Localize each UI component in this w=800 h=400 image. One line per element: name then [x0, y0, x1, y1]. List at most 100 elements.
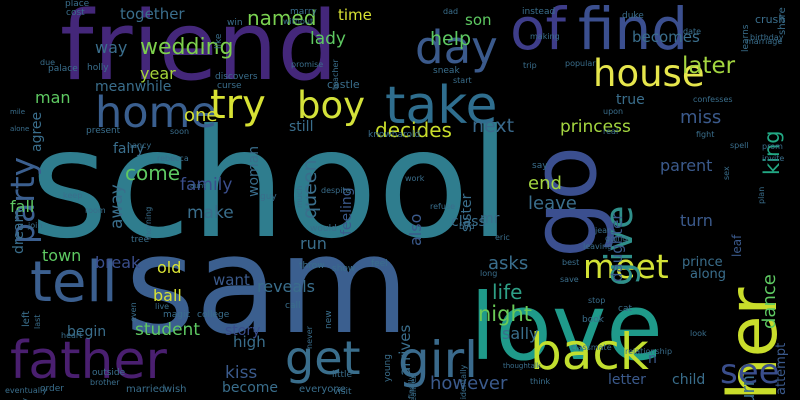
cloud-word: old — [157, 258, 182, 277]
cloud-word: break — [95, 253, 141, 272]
cloud-word: mr — [480, 211, 500, 227]
cloud-word: mile — [10, 108, 26, 116]
cloud-word: little — [332, 370, 353, 380]
cloud-word: begin — [67, 324, 107, 340]
cloud-word: agree — [29, 111, 45, 152]
cloud-word: prom — [762, 142, 783, 151]
cloud-word: thoughtalk — [503, 362, 541, 370]
cloud-word: young — [383, 354, 393, 382]
cloud-word: family — [180, 175, 233, 195]
cloud-word: left — [21, 310, 32, 327]
cloud-word: castle — [327, 78, 360, 91]
cloud-word: curse — [217, 81, 242, 91]
cloud-word: making — [530, 32, 560, 41]
cloud-word: call — [285, 301, 301, 311]
cloud-word: one — [184, 105, 218, 126]
cloud-word: along — [690, 267, 727, 282]
cloud-word: nancy — [127, 141, 152, 150]
cloud-word: rebecca — [157, 154, 189, 163]
cloud-word: high — [233, 333, 266, 351]
cloud-word: spell — [730, 141, 749, 150]
cloud-word: princess — [560, 117, 631, 137]
cloud-word: sneak — [433, 66, 460, 76]
cloud-word: ball — [153, 286, 182, 305]
cloud-word: leave — [528, 193, 577, 214]
cloud-word: win — [227, 18, 243, 28]
cloud-word: going — [605, 234, 628, 243]
cloud-word: take — [385, 76, 498, 136]
cloud-word: fight — [696, 130, 715, 139]
cloud-word: cost — [66, 8, 85, 18]
cloud-word: real — [603, 127, 619, 136]
cloud-word: live — [155, 302, 170, 311]
cloud-word: brother — [90, 378, 120, 387]
cloud-word: much — [295, 185, 304, 208]
cloud-word: want — [213, 271, 250, 289]
cloud-word: back — [530, 323, 649, 381]
cloud-word: wish — [164, 384, 187, 395]
cloud-word: eric — [495, 233, 510, 242]
cloud-word: best — [562, 258, 580, 267]
cloud-word: girl — [398, 331, 479, 389]
cloud-word: still — [289, 119, 314, 135]
cloud-word: become — [222, 380, 279, 396]
cloud-word: dream — [11, 208, 27, 254]
cloud-word: father — [10, 331, 167, 391]
cloud-word: despite — [321, 186, 351, 195]
cloud-word: story — [225, 323, 261, 339]
cloud-word: child — [672, 372, 706, 388]
cloud-word: find — [578, 0, 689, 63]
cloud-word: plan — [757, 186, 766, 204]
cloud-word: holly — [87, 63, 109, 73]
cloud-word: leaving — [583, 242, 613, 251]
cloud-word: college — [197, 310, 230, 320]
cloud-word: turn — [680, 211, 713, 230]
cloud-word: away — [107, 184, 127, 229]
cloud-word: order — [40, 384, 64, 394]
cloud-word: night — [478, 302, 533, 326]
cloud-word: birthday — [750, 33, 784, 42]
cloud-word: decides — [375, 118, 452, 142]
cloud-word: lady — [310, 29, 346, 49]
cloud-word: run — [300, 234, 327, 253]
cloud-word: start — [453, 76, 472, 85]
cloud-word: together — [120, 5, 185, 23]
cloud-word: palace — [48, 64, 78, 74]
cloud-word: kiss — [225, 363, 258, 383]
cloud-word: school — [30, 98, 511, 272]
cloud-word: sam — [125, 207, 410, 364]
cloud-word: day — [415, 21, 498, 74]
cloud-word: say — [532, 161, 548, 171]
cloud-word: wedding — [140, 35, 234, 60]
cloud-word: room — [85, 206, 106, 215]
cloud-word: accidentally — [459, 364, 468, 400]
cloud-word: time — [338, 6, 372, 24]
cloud-word: however — [430, 373, 508, 394]
cloud-word: arrives — [396, 324, 414, 376]
cloud-word: woman — [246, 145, 262, 197]
cloud-word: get — [285, 331, 361, 385]
cloud-word: classmate — [571, 343, 612, 352]
cloud-word: present — [86, 126, 121, 136]
cloud-word: letter — [608, 372, 646, 388]
cloud-word: work — [405, 174, 425, 183]
cloud-word: daughter — [608, 213, 626, 282]
cloud-word: true — [616, 92, 645, 108]
cloud-word: boy — [297, 84, 366, 127]
cloud-word: help — [430, 28, 472, 50]
cloud-word: love — [470, 274, 663, 381]
cloud-word: think — [530, 377, 551, 386]
cloud-word: knowharold — [368, 130, 421, 140]
cloud-word: look — [690, 329, 707, 338]
cloud-word: fairy — [113, 141, 145, 157]
cloud-word: duke — [622, 11, 644, 21]
cloud-word: reveals — [257, 277, 315, 296]
cloud-word: tell — [30, 250, 118, 315]
cloud-word: life — [492, 280, 523, 304]
cloud-word: come — [125, 161, 181, 185]
cloud-word: meanwhile — [95, 79, 172, 95]
cloud-word: finally — [407, 374, 416, 399]
cloud-word: also — [406, 213, 425, 246]
cloud-word: sex — [722, 166, 731, 180]
cloud-word: man — [35, 88, 71, 107]
